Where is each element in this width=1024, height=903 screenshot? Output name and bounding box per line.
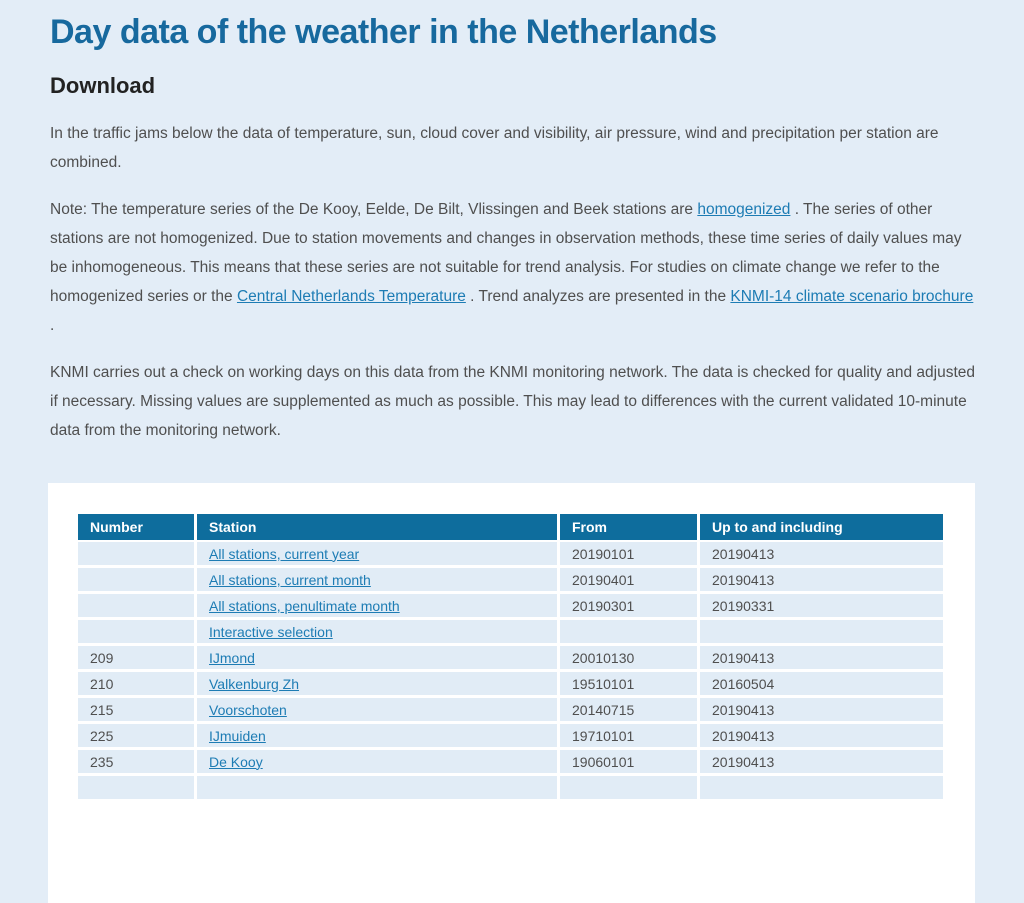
upto-date-cell: 20190413 xyxy=(700,568,943,595)
station-link[interactable]: All stations, penultimate month xyxy=(209,597,400,614)
station-link[interactable]: Valkenburg Zh xyxy=(209,675,300,692)
station-number-cell: 209 xyxy=(78,646,197,673)
station-number-cell xyxy=(78,776,197,803)
station-cell: IJmuiden xyxy=(197,724,560,751)
station-link[interactable]: Interactive selection xyxy=(209,623,333,640)
column-header-from: From xyxy=(560,514,700,543)
stations-table: Number Station From Up to and including All… xyxy=(78,514,943,803)
note-paragraph: Note: The temperature series of the De K… xyxy=(50,201,974,335)
table-row: All stations, penultimate month 20190301 2… xyxy=(78,594,943,621)
table-row: 225 IJmuiden 19710101 20190413 xyxy=(78,724,943,751)
station-cell: All stations, current month xyxy=(197,568,560,595)
column-header-up-to-and-including: Up to and including xyxy=(700,514,943,543)
from-date-cell: 19710101 xyxy=(560,724,700,751)
station-number-cell: 215 xyxy=(78,698,197,725)
station-link[interactable]: IJmond xyxy=(209,649,255,666)
homogenized-link[interactable]: homogenized xyxy=(697,201,791,219)
knmi-14-climate-scenario-brochure-link[interactable]: KNMI-14 climate scenario brochure xyxy=(730,288,974,306)
table-row: Interactive selection xyxy=(78,620,943,647)
station-link[interactable]: Voorschoten xyxy=(209,701,287,718)
from-date-cell: 19510101 xyxy=(560,672,700,699)
column-header-station: Station xyxy=(197,514,560,543)
station-number-cell xyxy=(78,568,197,595)
table-row: 235 De Kooy 19060101 20190413 xyxy=(78,750,943,777)
from-date-cell xyxy=(560,620,700,647)
station-number-cell xyxy=(78,620,197,647)
table-row: 210 Valkenburg Zh 19510101 20160504 xyxy=(78,672,943,699)
station-link[interactable]: IJmuiden xyxy=(209,727,266,744)
upto-date-cell: 20190331 xyxy=(700,594,943,621)
upto-date-cell: 20190413 xyxy=(700,646,943,673)
download-panel: Number Station From Up to and including All… xyxy=(48,483,975,903)
station-cell xyxy=(197,776,560,803)
upto-date-cell: 20190413 xyxy=(700,750,943,777)
upto-date-cell: 20160504 xyxy=(700,672,943,699)
from-date-cell: 20190401 xyxy=(560,568,700,595)
station-number-cell: 235 xyxy=(78,750,197,777)
station-cell: All stations, current year xyxy=(197,542,560,569)
central-netherlands-temperature-link[interactable]: Central Netherlands Temperature xyxy=(236,288,466,306)
station-link[interactable]: All stations, current year xyxy=(209,545,360,562)
station-cell: All stations, penultimate month xyxy=(197,594,560,621)
station-number-cell: 225 xyxy=(78,724,197,751)
station-cell: De Kooy xyxy=(197,750,560,777)
station-cell: IJmond xyxy=(197,646,560,673)
station-cell: Voorschoten xyxy=(197,698,560,725)
upto-date-cell xyxy=(700,620,943,647)
from-date-cell xyxy=(560,776,700,803)
from-date-cell: 19060101 xyxy=(560,750,700,777)
upto-date-cell: 20190413 xyxy=(700,724,943,751)
upto-date-cell: 20190413 xyxy=(700,698,943,725)
station-cell: Interactive selection xyxy=(197,620,560,647)
station-link[interactable]: De Kooy xyxy=(209,753,263,770)
section-heading: Download xyxy=(50,72,156,98)
table-row xyxy=(78,776,943,803)
page: { "page": { "title": "Day data of the we… xyxy=(48,13,976,903)
table-row: All stations, current year 20190101 201904… xyxy=(78,542,943,569)
station-number-cell xyxy=(78,542,197,569)
upto-date-cell xyxy=(700,776,943,803)
station-number-cell: 210 xyxy=(78,672,197,699)
upto-date-cell: 20190413 xyxy=(700,542,943,569)
station-link[interactable]: All stations, current month xyxy=(209,571,371,588)
table-row: 215 Voorschoten 20140715 20190413 xyxy=(78,698,943,725)
from-date-cell: 20190101 xyxy=(560,542,700,569)
page-title: Day data of the weather in the Netherlan… xyxy=(50,13,717,51)
intro-paragraph: In the traffic jams below the data of te… xyxy=(50,125,939,172)
from-date-cell: 20140715 xyxy=(560,698,700,725)
station-cell: Valkenburg Zh xyxy=(197,672,560,699)
from-date-cell: 20010130 xyxy=(560,646,700,673)
from-date-cell: 20190301 xyxy=(560,594,700,621)
table-row: 209 IJmond 20010130 20190413 xyxy=(78,646,943,673)
column-header-number: Number xyxy=(78,514,197,543)
station-number-cell xyxy=(78,594,197,621)
table-row: All stations, current month 20190401 20190… xyxy=(78,568,943,595)
table-header-row: Number Station From Up to and including xyxy=(78,514,943,543)
quality-check-paragraph: KNMI carries out a check on working days… xyxy=(50,364,976,440)
